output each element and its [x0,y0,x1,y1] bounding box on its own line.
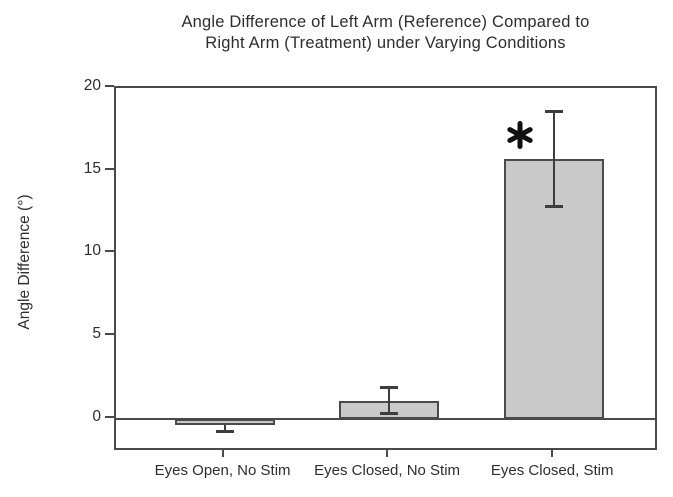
y-tick-label: 5 [92,325,101,343]
error-bar-cap-top [380,386,399,390]
error-bar-cap-bottom [215,430,234,434]
y-tick-label: 15 [83,159,101,177]
x-tick-label: Eyes Closed, No Stim [314,462,461,479]
y-tick-label: 0 [92,407,101,425]
y-axis-tick [105,85,114,87]
y-axis-tick [105,333,114,336]
error-bar-line [553,111,556,208]
chart-title-line1: Angle Difference of Left Arm (Reference)… [181,13,590,31]
y-axis-label: Angle Difference (°) [16,194,33,330]
error-bar-cap-bottom [545,205,564,209]
x-tick-label: Eyes Closed, Stim [490,462,614,479]
y-axis-tick [105,250,114,253]
x-axis-tick [386,450,389,457]
zero-line [116,417,655,420]
y-axis-tick [105,167,114,170]
y-axis-tick [105,415,114,418]
error-bar-line [223,424,226,433]
x-tick-label: Eyes Open, No Stim [154,462,291,479]
y-tick-label: 10 [83,242,101,260]
error-bar-cap-bottom [380,411,399,415]
chart-title-line2: Right Arm (Treatment) under Varying Cond… [205,34,566,52]
error-bar-line [388,387,391,414]
significance-marker [505,120,535,150]
plot-area: 0 5 10 15 20 Eyes Open, No Stim Eyes Closed, N… [84,77,657,479]
error-bar-cap-top [545,110,564,114]
chart-title: Angle Difference of Left Arm (Reference)… [114,12,657,54]
x-axis-tick [221,450,224,457]
x-axis-tick [551,450,554,457]
significance-asterisk-icon [507,121,533,150]
y-tick-label: 20 [83,77,101,94]
